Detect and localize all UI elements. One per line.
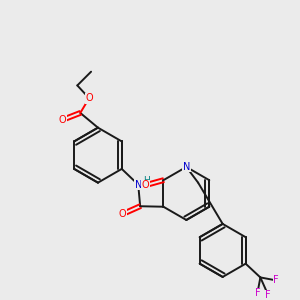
Text: F: F (273, 275, 279, 285)
Text: N: N (134, 180, 142, 190)
Text: O: O (142, 180, 149, 190)
Text: O: O (85, 93, 93, 103)
Text: F: F (255, 288, 260, 298)
Text: O: O (59, 115, 66, 125)
Text: F: F (266, 290, 271, 300)
Text: O: O (119, 209, 126, 219)
Text: N: N (183, 162, 190, 172)
Text: H: H (143, 176, 149, 185)
